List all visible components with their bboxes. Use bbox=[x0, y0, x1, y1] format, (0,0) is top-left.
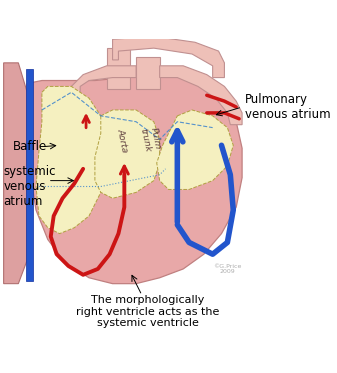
Polygon shape bbox=[95, 110, 160, 198]
Polygon shape bbox=[136, 57, 160, 90]
Text: systemic
venous
atrium: systemic venous atrium bbox=[4, 165, 56, 208]
Polygon shape bbox=[36, 87, 107, 233]
Text: ©G.Price
2009: ©G.Price 2009 bbox=[213, 264, 242, 274]
Polygon shape bbox=[157, 110, 233, 189]
Polygon shape bbox=[113, 36, 224, 78]
Text: Aorta: Aorta bbox=[116, 128, 130, 154]
Polygon shape bbox=[160, 66, 242, 125]
Text: The morphologically
right ventricle acts as the
systemic ventricle: The morphologically right ventricle acts… bbox=[76, 295, 220, 328]
Polygon shape bbox=[107, 48, 130, 90]
Text: Pulmonary
venous atrium: Pulmonary venous atrium bbox=[245, 93, 331, 121]
Polygon shape bbox=[4, 63, 27, 283]
FancyBboxPatch shape bbox=[26, 69, 33, 281]
Polygon shape bbox=[27, 75, 242, 283]
Text: Pulm
trunk: Pulm trunk bbox=[138, 126, 162, 153]
Polygon shape bbox=[71, 66, 136, 98]
Text: Baffle: Baffle bbox=[12, 140, 47, 153]
